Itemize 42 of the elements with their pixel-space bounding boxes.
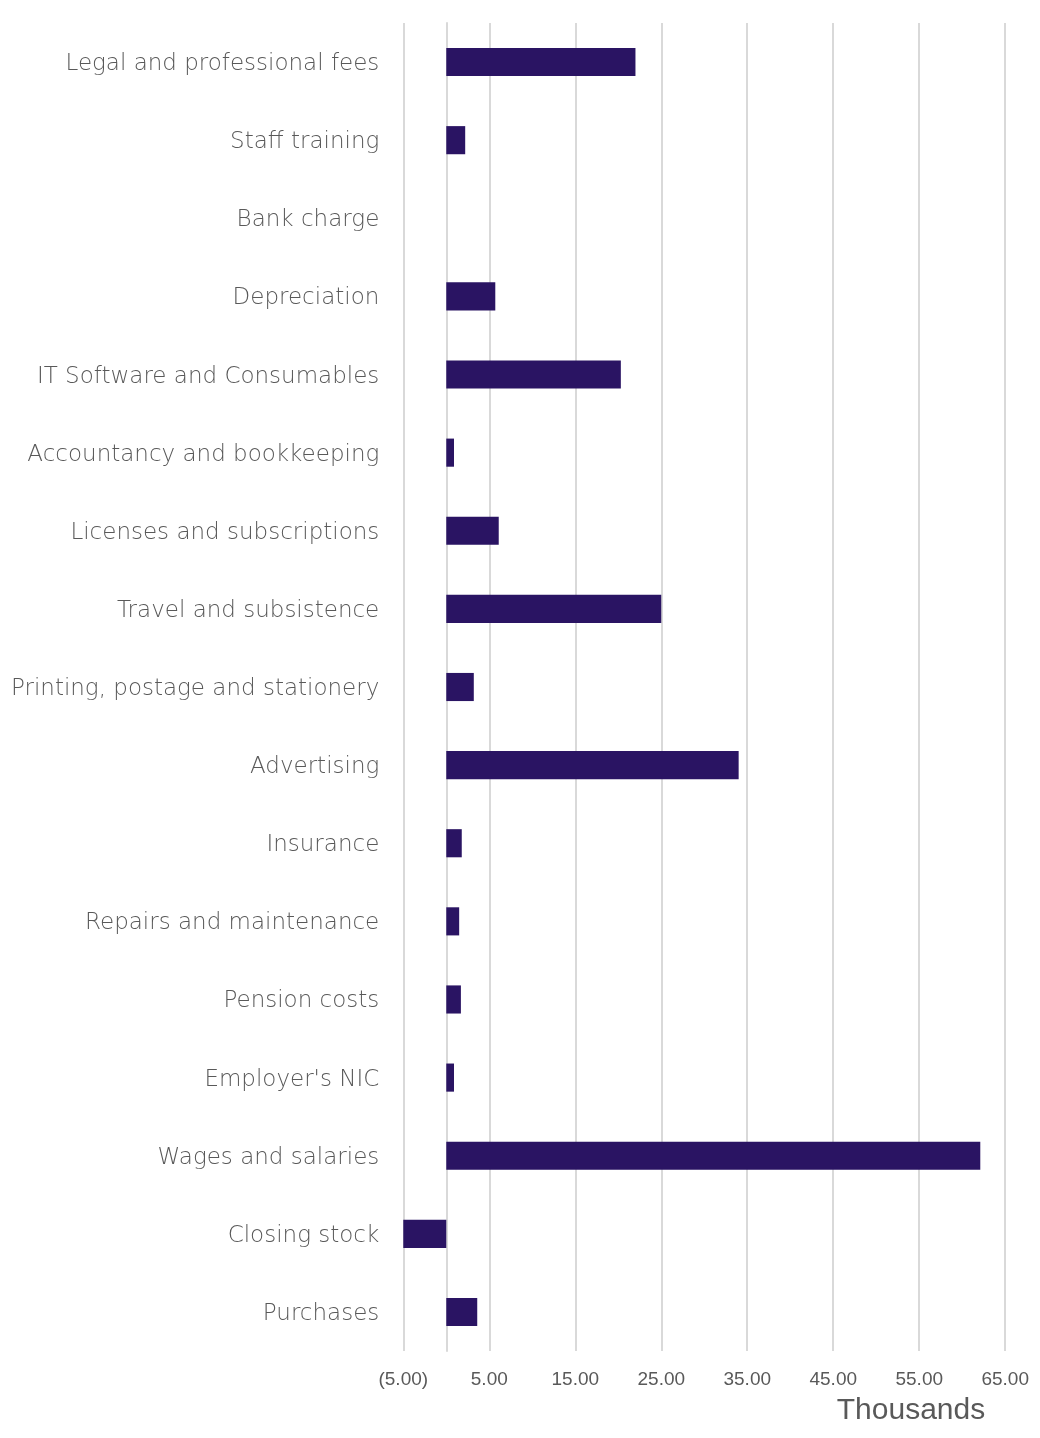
bar (403, 1219, 447, 1248)
x-tick-label: 35.00 (723, 1368, 772, 1389)
y-tick-label: Travel and subsistence (116, 595, 380, 622)
y-tick-label: Employer's NIC (204, 1064, 380, 1091)
y-tick-label: Pension costs (223, 986, 380, 1013)
bar (446, 48, 636, 77)
bar (446, 751, 739, 780)
bar (446, 282, 496, 311)
bar (446, 1141, 981, 1170)
bar (446, 516, 499, 545)
y-tick-label: Legal and professional fees (65, 49, 380, 76)
bar (446, 438, 455, 467)
y-tick-label: Advertising (249, 752, 380, 779)
x-tick-label: 55.00 (895, 1368, 944, 1389)
y-tick-label: Closing stock (227, 1220, 380, 1247)
x-tick-label: 65.00 (981, 1368, 1029, 1389)
x-tick-label: 5.00 (470, 1368, 508, 1389)
y-tick-label: Insurance (266, 830, 380, 857)
y-tick-label: Staff training (230, 127, 380, 154)
bar (446, 985, 461, 1014)
y-tick-label: IT Software and Consumables (36, 361, 380, 388)
bar (446, 594, 662, 623)
x-axis-title: Thousands (836, 1391, 986, 1425)
bar (446, 360, 621, 389)
x-tick-label: 15.00 (551, 1368, 600, 1389)
x-tick-label: (5.00) (378, 1368, 429, 1389)
x-tick-label: 25.00 (637, 1368, 686, 1389)
y-tick-label: Wages and salaries (157, 1142, 380, 1169)
bar (446, 672, 474, 702)
y-tick-label: Licenses and subscriptions (70, 517, 380, 544)
y-tick-label: Depreciation (232, 283, 380, 310)
bar (446, 907, 460, 936)
y-tick-label: Purchases (262, 1298, 380, 1325)
bar (446, 1063, 455, 1092)
bar (446, 1297, 478, 1326)
y-tick-label: Printing, postage and stationery (11, 674, 380, 700)
bar (446, 829, 462, 858)
bar (446, 126, 466, 155)
y-tick-label: Accountancy and bookkeeping (27, 439, 380, 466)
x-tick-label: 45.00 (809, 1368, 858, 1389)
y-tick-label: Bank charge (236, 205, 380, 232)
y-tick-label: Repairs and maintenance (85, 908, 380, 935)
